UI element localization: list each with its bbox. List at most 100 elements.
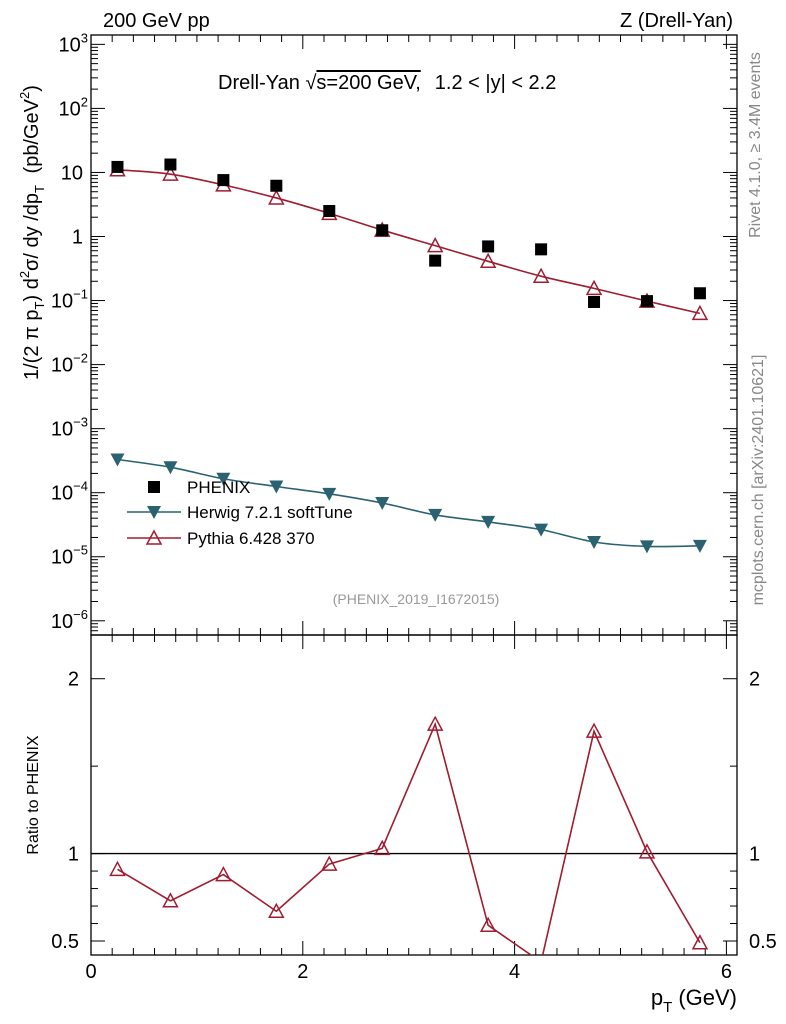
y-tick-base: 10 xyxy=(51,547,73,569)
legend: PHENIX Herwig 7.2.1 softTune Pythia 6.428 … xyxy=(127,478,353,548)
phenix-point xyxy=(588,295,601,308)
x-tick-label: 4 xyxy=(509,961,520,983)
main-title-rapidity: 1.2 < |y| < 2.2 xyxy=(435,72,557,94)
ratio-pythia-point xyxy=(426,715,444,731)
y-tick-base: 10 xyxy=(59,98,81,120)
herwig-point xyxy=(110,453,125,467)
herwig-point xyxy=(587,535,602,549)
y-tick-exp: −3 xyxy=(73,415,88,430)
phenix-point xyxy=(376,224,389,237)
y-tick-base: 10 xyxy=(51,355,73,377)
herwig-point xyxy=(216,472,231,486)
main-plot-area xyxy=(109,158,709,554)
ratio-pythia-point xyxy=(638,843,656,859)
ratio-pythia-point xyxy=(373,839,391,856)
main-x-axis xyxy=(90,35,727,635)
ratio-series-group xyxy=(109,715,709,955)
x-label-sub: T xyxy=(663,999,672,1016)
pythia-point xyxy=(479,252,497,269)
ylabel-d: ) d xyxy=(21,278,43,301)
y-tick-label: 10−3 xyxy=(51,415,88,441)
ylabel-f-sup: 2 xyxy=(17,92,32,99)
y-tick-label: 10 xyxy=(61,162,83,184)
header-right: Z (Drell-Yan) xyxy=(620,10,733,32)
herwig-point xyxy=(534,523,549,537)
herwig-point xyxy=(269,480,284,494)
pythia-point xyxy=(532,267,550,283)
y-tick-exp: −4 xyxy=(73,479,88,494)
phenix-point xyxy=(270,179,283,192)
phenix-point xyxy=(217,174,230,187)
ylabel-f: (pb/GeV xyxy=(21,98,43,173)
y-tick-label: 10−5 xyxy=(51,543,88,569)
pythia-line xyxy=(117,169,701,315)
main-title-prefix: Drell-Yan xyxy=(218,72,305,94)
pythia-point xyxy=(585,279,603,296)
y-tick-exp: −2 xyxy=(73,351,88,366)
y-tick-label: 102 xyxy=(59,94,88,120)
ratio-pythia-line xyxy=(117,721,701,955)
main-title-sqrt: √ xyxy=(305,72,316,94)
legend-label: Herwig 7.2.1 softTune xyxy=(187,503,353,522)
ratio-pythia-point xyxy=(109,860,126,877)
y-tick-exp: −1 xyxy=(73,287,88,302)
ratio-y-tick-label: 0.5 xyxy=(51,931,79,953)
pythia-point xyxy=(426,237,444,253)
y-tick-exp: −5 xyxy=(73,543,88,558)
ratio-pythia-point xyxy=(268,902,285,919)
y-tick-label: 10−4 xyxy=(51,479,88,505)
ylabel-g: ) xyxy=(21,85,43,92)
x-label-rest: (GeV) xyxy=(678,985,737,1010)
pythia-point xyxy=(691,304,709,321)
phenix-point xyxy=(640,295,653,308)
ratio-pythia-point xyxy=(215,865,232,882)
phenix-point xyxy=(535,243,548,256)
legend-label: PHENIX xyxy=(187,478,250,497)
y-tick-label: 10−6 xyxy=(51,607,88,633)
ratio-pythia-point xyxy=(321,855,338,871)
y-tick-label: 103 xyxy=(59,30,88,56)
legend-herwig-marker xyxy=(147,506,161,519)
herwig-point xyxy=(639,540,654,554)
legend-phenix-marker xyxy=(148,481,160,493)
herwig-point xyxy=(428,508,443,522)
ylabel-d-sup: 2 xyxy=(17,271,32,278)
herwig-point xyxy=(163,461,178,475)
ylabel-c-sub: T xyxy=(32,301,47,309)
herwig-point xyxy=(692,539,707,553)
phenix-point xyxy=(429,254,442,267)
x-tick-label: 6 xyxy=(721,961,732,983)
ratio-pythia-point xyxy=(162,892,179,908)
ratio-panel-frame xyxy=(90,634,738,956)
y-tick-base: 10 xyxy=(51,611,73,633)
phenix-point xyxy=(164,158,177,171)
ylabel-a: 1/(2 xyxy=(21,346,43,380)
herwig-point xyxy=(322,487,337,501)
ratio-y-label: Ratio to PHENIX xyxy=(25,735,42,854)
analysis-watermark: (PHENIX_2019_I1672015) xyxy=(333,591,500,607)
ratio-x-axis: 0 2 4 6 xyxy=(85,635,732,983)
y-tick-base: 10 xyxy=(51,291,73,313)
ylabel-c: p xyxy=(21,309,43,320)
ylabel-e-sub: T xyxy=(32,185,47,193)
ratio-y-tick-label: 2 xyxy=(68,669,79,691)
ratio-y-tick-label-right: 0.5 xyxy=(749,931,777,953)
y-tick-base: 10 xyxy=(51,419,73,441)
ratio-y-tick-label: 1 xyxy=(68,844,79,866)
ratio-plot-area xyxy=(91,715,737,955)
ratio-pythia-point xyxy=(479,916,497,933)
phenix-point xyxy=(693,287,706,300)
phenix-point xyxy=(111,160,124,173)
rivet-label: Rivet 4.1.0, ≥ 3.4M events xyxy=(747,52,764,238)
main-title-energy: s=200 GeV, xyxy=(316,72,420,94)
legend-pythia-marker xyxy=(145,529,163,545)
herwig-point xyxy=(375,497,390,511)
mcplots-label: mcplots.cern.ch [arXiv:2401.10621] xyxy=(750,355,767,606)
phenix-point xyxy=(482,240,495,253)
y-tick-label: 10−1 xyxy=(51,287,88,313)
ylabel-e: σ/ dy /dp xyxy=(21,193,43,271)
x-axis-label: pT (GeV) xyxy=(651,985,737,1016)
y-tick-base: 10 xyxy=(51,483,73,505)
legend-label: Pythia 6.428 370 xyxy=(187,529,315,548)
